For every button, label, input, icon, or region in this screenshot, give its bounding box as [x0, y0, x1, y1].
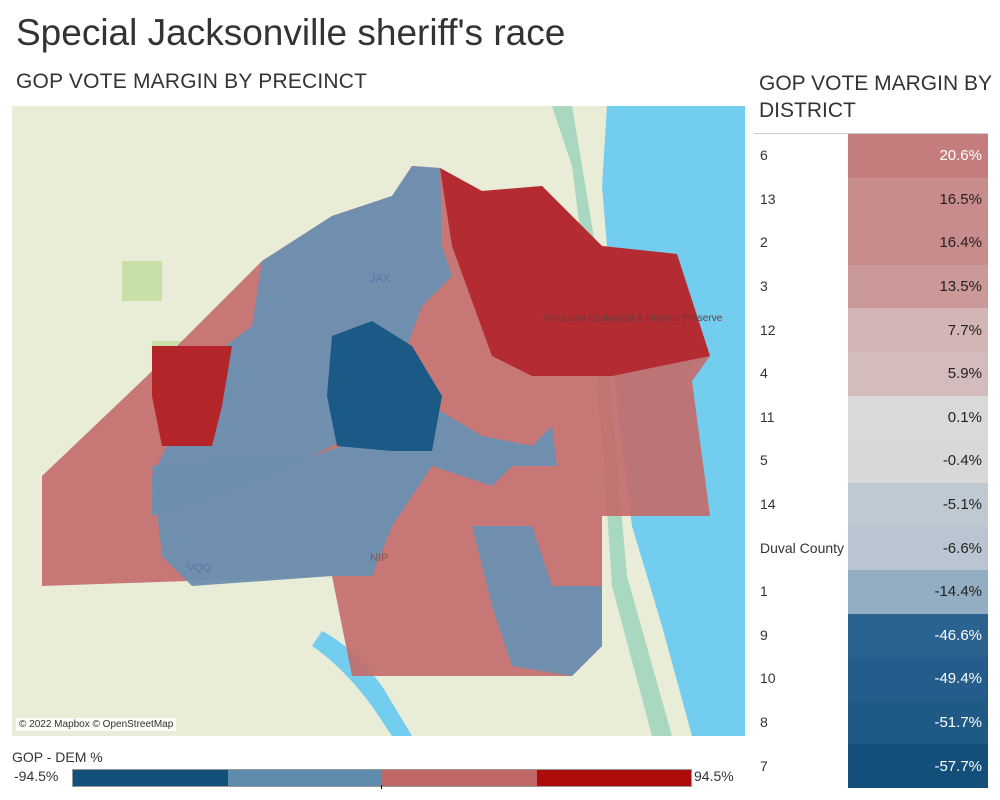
table-row[interactable]: 8 -51.7%	[754, 700, 988, 745]
table-row[interactable]: 2 16.4%	[754, 221, 988, 265]
map-canvas: JAX VQQ NIP Timucuan Ecological & Histor…	[12, 106, 745, 736]
table-row[interactable]: Duval County -6.6%	[754, 526, 988, 570]
district-table: 6 20.6% 13 16.5% 2 16.4% 3 13.5% 12 7.7% 4 5.9% 11 0.…	[754, 133, 988, 788]
county-dark-blue-area	[327, 321, 442, 451]
legend-swatch	[382, 770, 537, 786]
district-margin: 0.1%	[848, 395, 988, 440]
district-margin: 16.5%	[848, 177, 988, 222]
district-label: 12	[760, 321, 776, 338]
county-blue-area-north	[152, 166, 452, 516]
legend-swatch	[227, 770, 382, 786]
park	[122, 261, 162, 301]
district-margin: 7.7%	[848, 308, 988, 352]
legend-zero-tick	[381, 785, 382, 789]
legend-title: GOP - DEM %	[12, 749, 103, 765]
district-margin: -0.4%	[848, 439, 988, 483]
legend-swatch	[73, 770, 228, 786]
legend-color-bar	[72, 769, 692, 787]
table-row[interactable]: 4 5.9%	[754, 351, 988, 396]
district-label: 7	[760, 757, 768, 774]
district-label: 2	[760, 234, 768, 251]
table-subtitle: GOP VOTE MARGIN BY DISTRICT	[759, 72, 992, 122]
district-label: 4	[760, 365, 768, 382]
county-blue-area-south	[472, 526, 602, 676]
district-label: 3	[760, 278, 768, 295]
district-label: 8	[760, 714, 768, 731]
district-margin: -46.6%	[848, 613, 988, 658]
table-row[interactable]: 12 7.7%	[754, 308, 988, 352]
district-margin: 20.6%	[848, 134, 988, 178]
table-row[interactable]: 9 -46.6%	[754, 613, 988, 658]
legend-swatch	[536, 770, 691, 786]
district-label: 1	[760, 583, 768, 600]
map-credit[interactable]: © 2022 Mapbox © OpenStreetMap	[16, 718, 177, 731]
precinct-map[interactable]: JAX VQQ NIP Timucuan Ecological & Histor…	[12, 106, 745, 736]
table-row[interactable]: 3 13.5%	[754, 264, 988, 309]
district-margin: 13.5%	[848, 264, 988, 309]
district-margin: -6.6%	[848, 526, 988, 570]
district-label: Duval County	[760, 539, 845, 556]
district-label: 14	[760, 496, 776, 513]
district-margin: 5.9%	[848, 351, 988, 396]
table-row[interactable]: 14 -5.1%	[754, 482, 988, 527]
airport-label-nip: NIP	[370, 552, 388, 564]
district-label: 9	[760, 626, 768, 643]
airport-label-vqq: VQQ	[187, 562, 212, 574]
county-blue-area-central	[152, 406, 557, 586]
district-label: 5	[760, 452, 768, 469]
district-margin: -5.1%	[848, 482, 988, 527]
district-label: 10	[760, 670, 776, 687]
table-row[interactable]: 6 20.6%	[754, 134, 988, 178]
district-margin: 16.4%	[848, 221, 988, 265]
district-label: 11	[760, 408, 775, 425]
river	[312, 631, 412, 736]
preserve-label: Timucuan Ecological & Historic Preserve	[542, 313, 723, 324]
district-label: 13	[760, 190, 776, 207]
district-label: 6	[760, 147, 768, 164]
table-row[interactable]: 5 -0.4%	[754, 439, 988, 483]
county-dark-red-west	[152, 346, 232, 446]
table-row[interactable]: 11 0.1%	[754, 395, 988, 440]
district-margin: -14.4%	[848, 569, 988, 614]
table-row[interactable]: 10 -49.4%	[754, 657, 988, 701]
legend-max: 94.5%	[694, 768, 734, 784]
page-title: Special Jacksonville sheriff's race	[16, 12, 566, 53]
table-row[interactable]: 1 -14.4%	[754, 569, 988, 614]
table-row[interactable]: 7 -57.7%	[754, 744, 988, 788]
legend-min: -94.5%	[14, 768, 59, 784]
district-margin: -51.7%	[848, 700, 988, 745]
airport-label-jax: JAX	[370, 273, 391, 285]
county-dark-red-north	[440, 168, 710, 376]
map-subtitle: GOP VOTE MARGIN BY PRECINCT	[16, 70, 368, 93]
table-row[interactable]: 13 16.5%	[754, 177, 988, 222]
district-margin: -57.7%	[848, 744, 988, 788]
district-margin: -49.4%	[848, 657, 988, 701]
